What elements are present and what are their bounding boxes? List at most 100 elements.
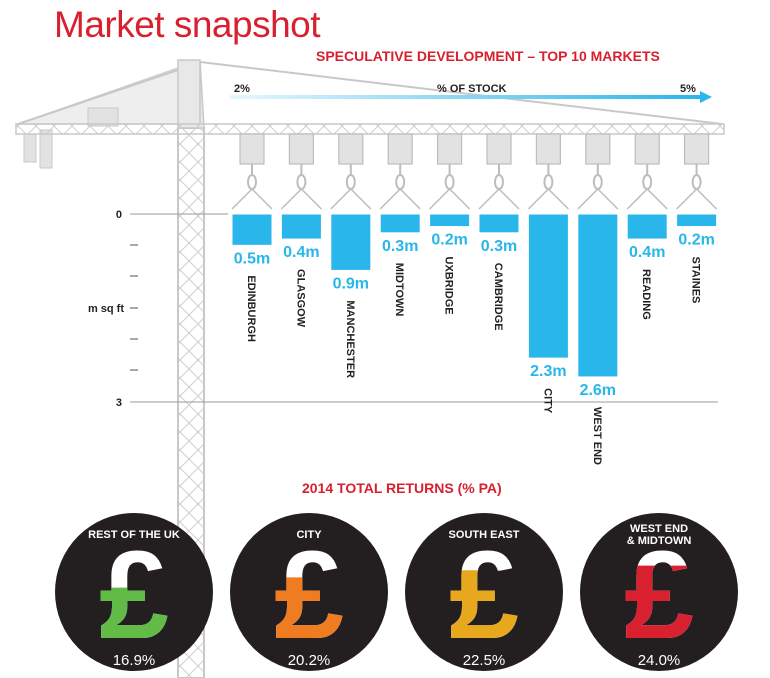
category-label: WEST END	[591, 407, 603, 465]
bar-value-label: 0.3m	[481, 238, 517, 255]
hook-icon	[592, 174, 603, 190]
bar-group: 0.9m MANCHESTER	[330, 133, 372, 378]
sling	[527, 188, 569, 210]
bar	[280, 213, 322, 240]
category-label: STAINES	[690, 257, 702, 304]
trolley-icon	[634, 133, 660, 165]
trolley-icon	[338, 133, 364, 165]
y-axis-label: m sq ft	[88, 303, 124, 315]
top-axis-arrow-shaft	[230, 95, 702, 99]
bar-group: 2.3m CITY	[527, 133, 569, 414]
bar-value-label: 0.9m	[333, 275, 369, 292]
pound-fill: £	[99, 526, 169, 665]
bar-value-label: 0.3m	[382, 238, 418, 255]
pound-icon: £	[274, 526, 344, 665]
sling	[478, 188, 520, 210]
bar	[626, 213, 668, 240]
sling	[379, 188, 421, 210]
disc-category-label: & MIDTOWN	[627, 535, 692, 547]
top-axis-arrow-head	[700, 91, 712, 103]
disc-category-label: SOUTH EAST	[449, 529, 520, 541]
category-label: CITY	[541, 388, 553, 414]
disc-background	[405, 513, 563, 671]
disc-background	[230, 513, 388, 671]
top-axis: 2% % OF STOCK 5%	[230, 83, 712, 103]
category-label: GLASGOW	[294, 269, 306, 328]
bar	[577, 213, 619, 378]
top-axis-max-label: 5%	[680, 83, 696, 95]
hook-icon	[494, 174, 504, 190]
bar-group: 0.4m READING	[626, 133, 668, 320]
category-label: MIDTOWN	[393, 263, 405, 317]
bar	[527, 213, 569, 359]
trolley-icon	[486, 133, 512, 165]
hook-icon	[296, 174, 307, 190]
sling	[429, 188, 471, 210]
trolley-icon	[683, 133, 710, 165]
category-label: EDINBURGH	[245, 275, 257, 342]
trolley-icon	[535, 133, 562, 165]
disc-category-label: REST OF THE UK	[88, 529, 180, 541]
disc-background	[580, 513, 738, 671]
y-tick-label: 3	[116, 397, 122, 409]
y-axis: 0 3 m sq ft	[88, 209, 718, 409]
trolley-icon	[437, 133, 463, 165]
bar-value-label: 0.5m	[234, 250, 270, 267]
disc-category-label: WEST END	[630, 523, 688, 535]
sling	[626, 188, 668, 210]
hook-icon	[444, 174, 455, 190]
bar-group: 0.2m UXBRIDGE	[429, 133, 471, 315]
pound-icon: £	[624, 526, 694, 665]
category-label: MANCHESTER	[344, 300, 356, 378]
bar	[429, 213, 471, 228]
category-label: READING	[640, 269, 652, 320]
disc-value-label: 20.2%	[288, 652, 331, 669]
sling	[231, 188, 273, 210]
page-title: Market snapshot	[54, 4, 321, 45]
pound-fill: £	[624, 526, 694, 665]
disc-value-label: 24.0%	[638, 652, 681, 669]
chart-title: SPECULATIVE DEVELOPMENT – TOP 10 MARKETS	[316, 48, 660, 64]
pound-icon: £	[99, 526, 169, 665]
trolley-icon	[288, 133, 314, 165]
disc-value-label: 22.5%	[463, 652, 506, 669]
bar-value-label: 2.6m	[580, 382, 616, 399]
hook-icon	[691, 174, 702, 190]
y-tick-label: 0	[116, 209, 122, 221]
top-axis-label: % OF STOCK	[437, 83, 507, 95]
bar	[379, 213, 421, 234]
pound-fill: £	[449, 526, 519, 665]
bar	[231, 213, 273, 246]
disc-value-label: 16.9%	[113, 652, 156, 669]
hook-icon	[543, 174, 554, 190]
bar-group: 0.5m EDINBURGH	[231, 133, 273, 342]
bar-group: 0.4m GLASGOW	[280, 133, 322, 328]
bar-group: 0.2m STAINES	[676, 133, 718, 304]
hook-icon	[247, 174, 257, 190]
sling	[280, 188, 322, 210]
hook-icon	[395, 174, 406, 190]
bar-group: 0.3m CAMBRIDGE	[478, 133, 520, 331]
bar-value-label: 0.4m	[283, 244, 319, 261]
pound-fill: £	[274, 526, 344, 665]
returns-title: 2014 TOTAL RETURNS (% PA)	[302, 480, 502, 496]
bar-value-label: 2.3m	[530, 363, 566, 380]
bar	[676, 213, 718, 228]
bar-group: 2.6m WEST END	[577, 133, 619, 465]
hook-icon	[642, 174, 653, 190]
disc-category-label: CITY	[296, 529, 322, 541]
bar-value-label: 0.2m	[431, 232, 467, 249]
bar	[478, 213, 520, 234]
pound-icon: £	[449, 526, 519, 665]
bar-value-label: 0.2m	[678, 232, 714, 249]
sling	[577, 188, 619, 210]
trolley-icon	[585, 133, 611, 165]
sling	[676, 188, 718, 210]
hook-icon	[345, 174, 356, 190]
bar	[330, 213, 372, 271]
